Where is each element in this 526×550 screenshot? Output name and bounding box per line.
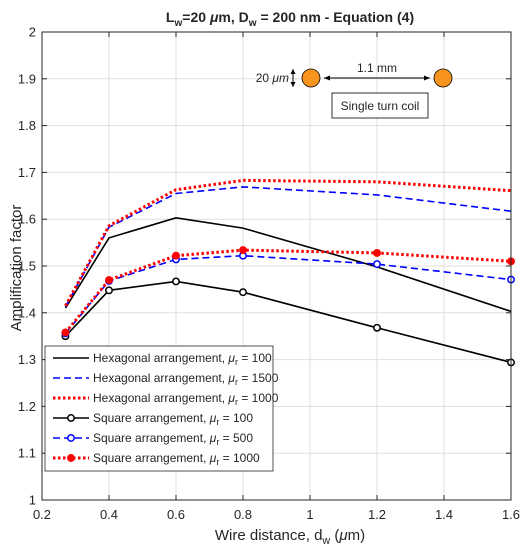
series-marker [172, 277, 180, 286]
series-marker [61, 328, 70, 337]
series-marker [105, 286, 113, 295]
series-line [64, 186, 512, 308]
legend: Hexagonal arrangement, μr = 100 Hexagonal… [44, 345, 279, 472]
series-marker [373, 323, 381, 332]
x-tick-label: 1.2 [368, 507, 386, 522]
series-1 [64, 186, 512, 308]
legend-label: Square arrangement, μr = 100 [93, 411, 253, 427]
legend-label: Square arrangement, μr = 1000 [93, 451, 260, 467]
x-tick-label: 1.6 [502, 507, 520, 522]
series-marker [172, 251, 180, 260]
legend-marker [67, 414, 75, 422]
inset-height-label: 20 μm [256, 71, 289, 85]
y-tick-label: 1.2 [18, 399, 36, 414]
series-line [64, 280, 512, 364]
y-axis-label: Amplification factor [8, 205, 25, 332]
x-tick-label: 0.2 [33, 507, 51, 522]
y-tick-label: 1.1 [18, 446, 36, 461]
y-tick-label: 1.7 [18, 165, 36, 180]
legend-marker [67, 434, 75, 442]
series-marker [373, 260, 381, 269]
distance-arrow-right-head [424, 75, 430, 81]
inset-caption-box [331, 92, 429, 119]
y-tick-label: 1.3 [18, 352, 36, 367]
series-line [64, 248, 512, 334]
legend-box [44, 345, 274, 472]
series-0 [64, 216, 512, 313]
legend-label: Square arrangement, μr = 500 [93, 431, 253, 447]
series-line [64, 178, 512, 307]
series-marker [239, 288, 247, 297]
wire-left-circle [301, 68, 321, 88]
inset-caption: Single turn coil [341, 99, 420, 113]
chart-title: Lw=20 μm, Dw = 200 nm - Equation (4) [166, 9, 414, 29]
x-tick-label: 1 [306, 507, 313, 522]
legend-label: Hexagonal arrangement, μr = 1500 [93, 371, 279, 387]
y-tick-label: 1.5 [18, 259, 36, 274]
series-marker [239, 246, 247, 255]
legend-item: Hexagonal arrangement, μr = 1000 [53, 391, 279, 407]
legend-item: Square arrangement, μr = 100 [53, 411, 253, 427]
series-layer [61, 178, 515, 367]
x-tick-label: 0.4 [100, 507, 118, 522]
legend-item: Square arrangement, μr = 500 [53, 431, 253, 447]
distance-arrow-left-head [324, 75, 330, 81]
legend-item: Hexagonal arrangement, μr = 1500 [53, 371, 279, 387]
y-tick-label: 1.4 [18, 305, 36, 320]
y-tick-label: 1.6 [18, 212, 36, 227]
series-5 [61, 246, 515, 337]
inset-distance-label: 1.1 mm [357, 61, 397, 75]
height-arrow-bottom-head [290, 82, 296, 87]
y-tick-label: 2 [29, 25, 36, 40]
legend-marker [67, 454, 75, 462]
inset-diagram: 1.1 mm 20 μm Single turn coil [256, 61, 453, 119]
series-line [64, 216, 512, 313]
series-2 [64, 178, 512, 307]
height-arrow-top-head [290, 69, 296, 74]
y-tick-label: 1 [29, 493, 36, 508]
x-ticks: 0.2 0.4 0.6 0.8 1 1.2 1.4 1.6 [33, 32, 520, 522]
legend-label: Hexagonal arrangement, μr = 100 [93, 351, 272, 367]
y-tick-label: 1.8 [18, 118, 36, 133]
x-tick-label: 1.4 [435, 507, 453, 522]
series-marker [373, 248, 381, 257]
x-tick-label: 0.6 [167, 507, 185, 522]
x-tick-label: 0.8 [234, 507, 252, 522]
series-marker [105, 276, 113, 284]
legend-item: Hexagonal arrangement, μr = 100 [53, 351, 272, 367]
legend-label: Hexagonal arrangement, μr = 1000 [93, 391, 279, 407]
y-tick-label: 1.9 [18, 71, 36, 86]
wire-right-circle [433, 68, 453, 88]
legend-item: Square arrangement, μr = 1000 [53, 451, 260, 467]
x-axis-label: Wire distance, dw (μm) [215, 527, 365, 547]
